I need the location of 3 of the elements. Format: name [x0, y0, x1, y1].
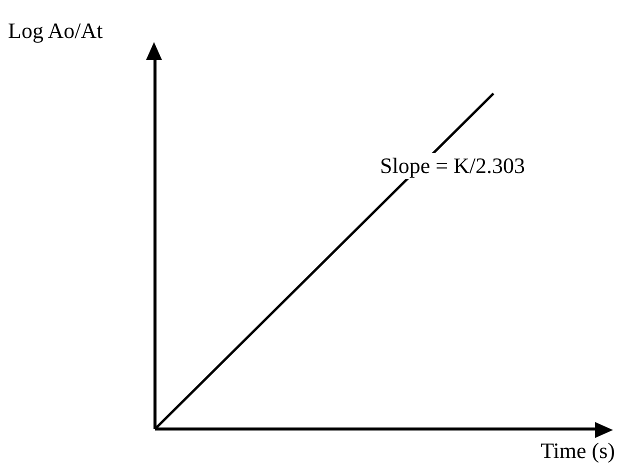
y-axis-title: Log Ao/At [8, 18, 103, 44]
annotation: Slope = K/2.303 [380, 153, 526, 179]
x-axis-title: Time (s) [540, 438, 615, 464]
